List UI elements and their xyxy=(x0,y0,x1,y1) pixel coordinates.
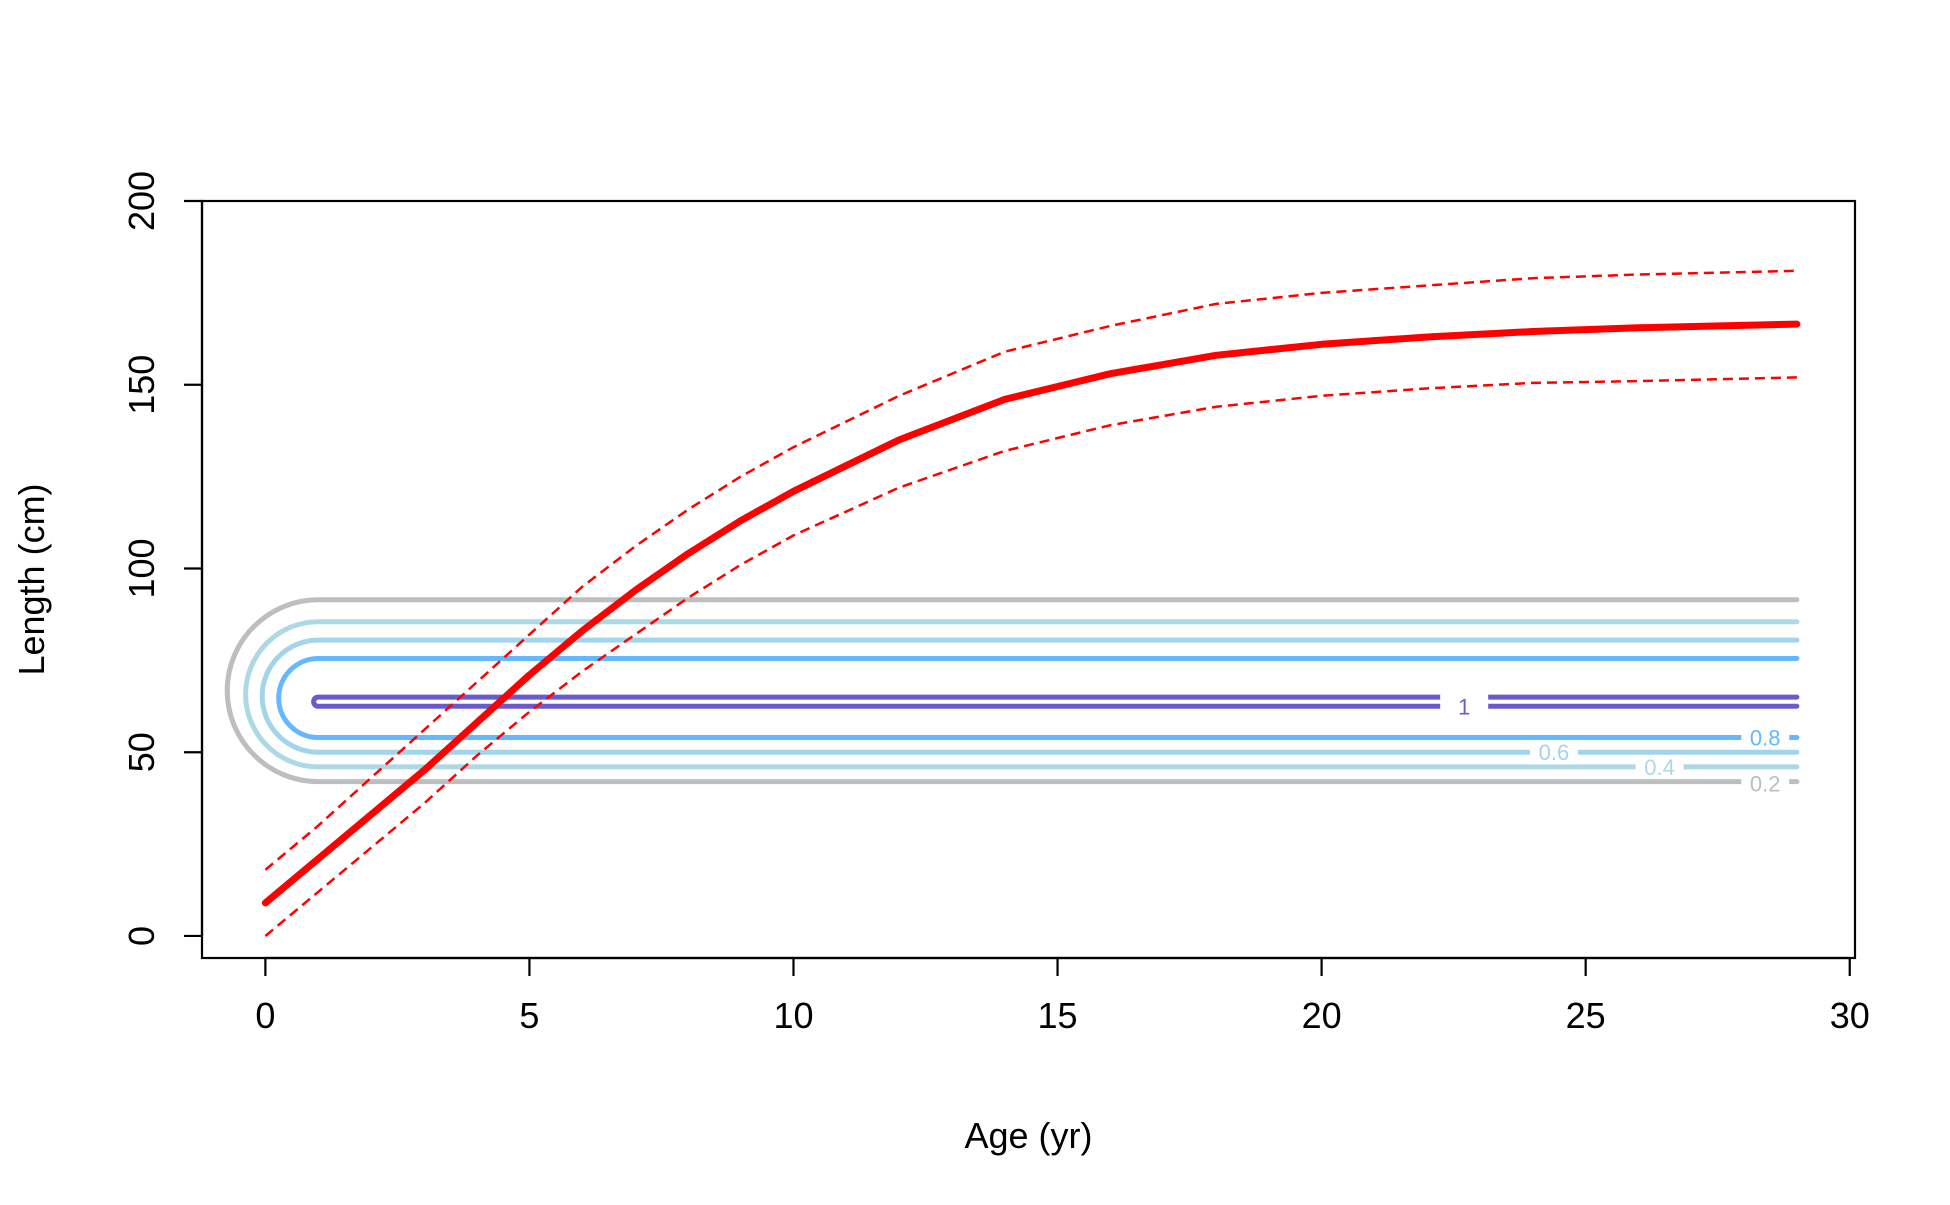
y-tick-label-150: 150 xyxy=(121,355,162,415)
contour-label-1: 1 xyxy=(1458,694,1470,719)
contour-line-1 xyxy=(311,694,1800,709)
y-tick-label-50: 50 xyxy=(121,732,162,772)
contour-label-gap-1 xyxy=(1440,694,1489,719)
x-tick-label-15: 15 xyxy=(1038,995,1078,1036)
x-tick-label-30: 30 xyxy=(1830,995,1870,1036)
plot-frame xyxy=(200,199,1857,960)
contour-label-gap-0-2 xyxy=(1741,771,1790,796)
x-tick-label-0: 0 xyxy=(255,995,275,1036)
contour-line-0-6 xyxy=(259,637,1800,755)
contour-label-gap-0-4 xyxy=(1635,754,1684,779)
lower-interval-line xyxy=(264,376,1797,937)
x-tick-label-20: 20 xyxy=(1302,995,1342,1036)
contour-label-0-6: 0.6 xyxy=(1539,740,1570,765)
x-tick-label-25: 25 xyxy=(1566,995,1606,1036)
contour-label-0-8: 0.8 xyxy=(1750,726,1781,751)
contour-line-0-8 xyxy=(276,656,1800,741)
y-axis-title: Length (cm) xyxy=(11,483,52,675)
contour-line-0-4 xyxy=(243,619,1800,770)
contour-label-gap-0-8 xyxy=(1741,725,1790,750)
y-tick-label-200: 200 xyxy=(121,171,162,231)
x-tick-label-5: 5 xyxy=(519,995,539,1036)
contour-label-gap-0-6 xyxy=(1529,740,1578,765)
upper-interval-line xyxy=(264,269,1797,871)
contour-line-0-2 xyxy=(224,597,1800,785)
mean-line xyxy=(261,320,1801,907)
axis-layer: 0 5 10 15 20 25 30 0 50 100 150 200 xyxy=(121,171,1870,1036)
y-tick-label-0: 0 xyxy=(121,926,162,946)
contour-label-0-4: 0.4 xyxy=(1644,755,1675,780)
series-layer xyxy=(261,269,1801,937)
contour-layer: 0.2 0.4 0.6 0.8 1 xyxy=(224,597,1800,796)
x-axis-title: Age (yr) xyxy=(964,1115,1092,1156)
y-tick-label-100: 100 xyxy=(121,538,162,598)
contour-label-0-2: 0.2 xyxy=(1750,771,1781,796)
x-tick-label-10: 10 xyxy=(773,995,813,1036)
